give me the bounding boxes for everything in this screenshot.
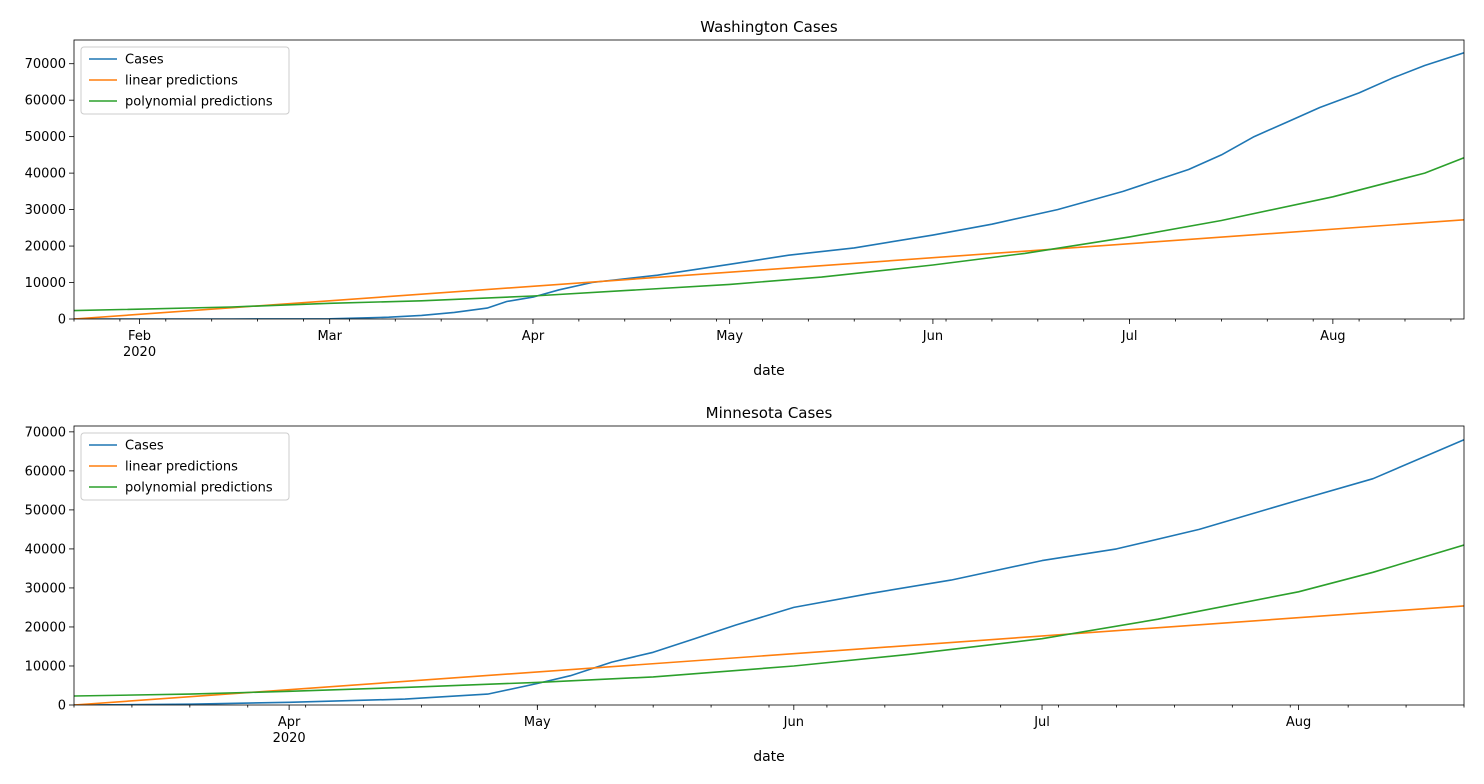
legend-box: [80, 432, 290, 501]
y-tick-label: 10000: [25, 276, 66, 291]
y-tick-label: 50000: [25, 503, 66, 518]
y-tick-label: 70000: [25, 425, 66, 440]
x-tick-label: Apr: [522, 329, 545, 344]
x-tick-label: Jun: [922, 329, 943, 344]
x-axis-label: date: [753, 749, 785, 765]
x-tick-label: Apr: [278, 715, 301, 730]
y-tick-label: 20000: [25, 240, 66, 255]
legend: Cases linear predictions polynomial predic…: [80, 46, 290, 115]
legend-label: polynomial predictions: [125, 481, 273, 496]
legend: Cases linear predictions polynomial predic…: [80, 432, 290, 501]
y-tick-label: 0: [58, 313, 66, 328]
x-tick-label: Jun: [783, 715, 804, 730]
chart-title: Washington Cases: [700, 18, 838, 36]
x-tick-label: Jul: [1033, 715, 1050, 730]
x-axis-label: date: [753, 363, 785, 379]
y-tick-label: 70000: [25, 57, 66, 72]
legend-box: [80, 46, 290, 115]
x-tick-label: May: [716, 329, 743, 344]
series-line-cases: [74, 52, 1464, 319]
y-tick-label: 40000: [25, 167, 66, 182]
series-line-linear-predictions: [74, 219, 1464, 319]
y-tick-label: 10000: [25, 659, 66, 674]
y-tick-label: 60000: [25, 464, 66, 479]
y-tick-label: 30000: [25, 581, 66, 596]
x-tick-label: Feb: [128, 329, 151, 344]
series-line-linear-predictions: [74, 605, 1464, 705]
legend-label: linear predictions: [125, 460, 238, 475]
series-line-polynomial-predictions: [74, 544, 1464, 697]
y-tick-label: 0: [58, 699, 66, 714]
legend-label: Cases: [125, 53, 164, 68]
legend-label: polynomial predictions: [125, 95, 273, 110]
x-tick-label: Aug: [1286, 715, 1311, 730]
plot-frame: [73, 39, 1465, 320]
y-tick-label: 20000: [25, 620, 66, 635]
x-tick-label: Mar: [317, 329, 342, 344]
plot-frame: [73, 425, 1465, 706]
legend-label: linear predictions: [125, 74, 238, 89]
y-tick-label: 40000: [25, 542, 66, 557]
y-tick-label: 60000: [25, 94, 66, 109]
y-tick-label: 50000: [25, 130, 66, 145]
series-line-polynomial-predictions: [74, 157, 1464, 312]
x-tick-label: Jul: [1121, 329, 1138, 344]
x-tick-year-label: 2020: [273, 731, 306, 746]
chart-title: Minnesota Cases: [706, 404, 833, 422]
x-tick-label: May: [524, 715, 551, 730]
y-tick-label: 30000: [25, 203, 66, 218]
x-tick-label: Aug: [1320, 329, 1345, 344]
legend-label: Cases: [125, 439, 164, 454]
x-tick-year-label: 2020: [123, 345, 156, 360]
series-line-cases: [74, 438, 1464, 705]
